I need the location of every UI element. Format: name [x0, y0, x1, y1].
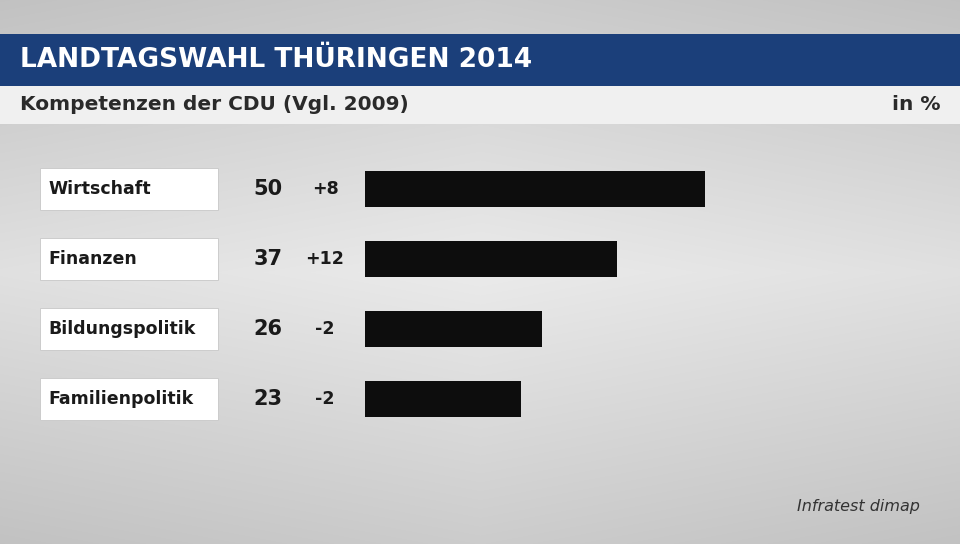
Text: LANDTAGSWAHL THÜRINGEN 2014: LANDTAGSWAHL THÜRINGEN 2014 — [20, 47, 532, 73]
Text: Bildungspolitik: Bildungspolitik — [48, 320, 195, 338]
Text: Familienpolitik: Familienpolitik — [48, 390, 193, 408]
Text: Infratest dimap: Infratest dimap — [797, 498, 920, 514]
Text: in %: in % — [892, 96, 940, 114]
Text: 26: 26 — [253, 319, 282, 339]
FancyBboxPatch shape — [40, 308, 218, 350]
FancyBboxPatch shape — [365, 381, 521, 417]
Text: +8: +8 — [312, 180, 338, 198]
FancyBboxPatch shape — [40, 168, 218, 210]
FancyBboxPatch shape — [0, 34, 960, 86]
Text: Kompetenzen der CDU (Vgl. 2009): Kompetenzen der CDU (Vgl. 2009) — [20, 96, 409, 114]
Text: 23: 23 — [253, 389, 282, 409]
Text: Finanzen: Finanzen — [48, 250, 136, 268]
FancyBboxPatch shape — [40, 238, 218, 280]
FancyBboxPatch shape — [0, 86, 960, 124]
Text: -2: -2 — [315, 320, 335, 338]
Text: 50: 50 — [253, 179, 282, 199]
Text: +12: +12 — [305, 250, 345, 268]
Text: 37: 37 — [253, 249, 282, 269]
Text: -2: -2 — [315, 390, 335, 408]
Text: Wirtschaft: Wirtschaft — [48, 180, 151, 198]
FancyBboxPatch shape — [365, 171, 705, 207]
FancyBboxPatch shape — [365, 241, 616, 277]
FancyBboxPatch shape — [365, 311, 541, 347]
FancyBboxPatch shape — [40, 378, 218, 420]
